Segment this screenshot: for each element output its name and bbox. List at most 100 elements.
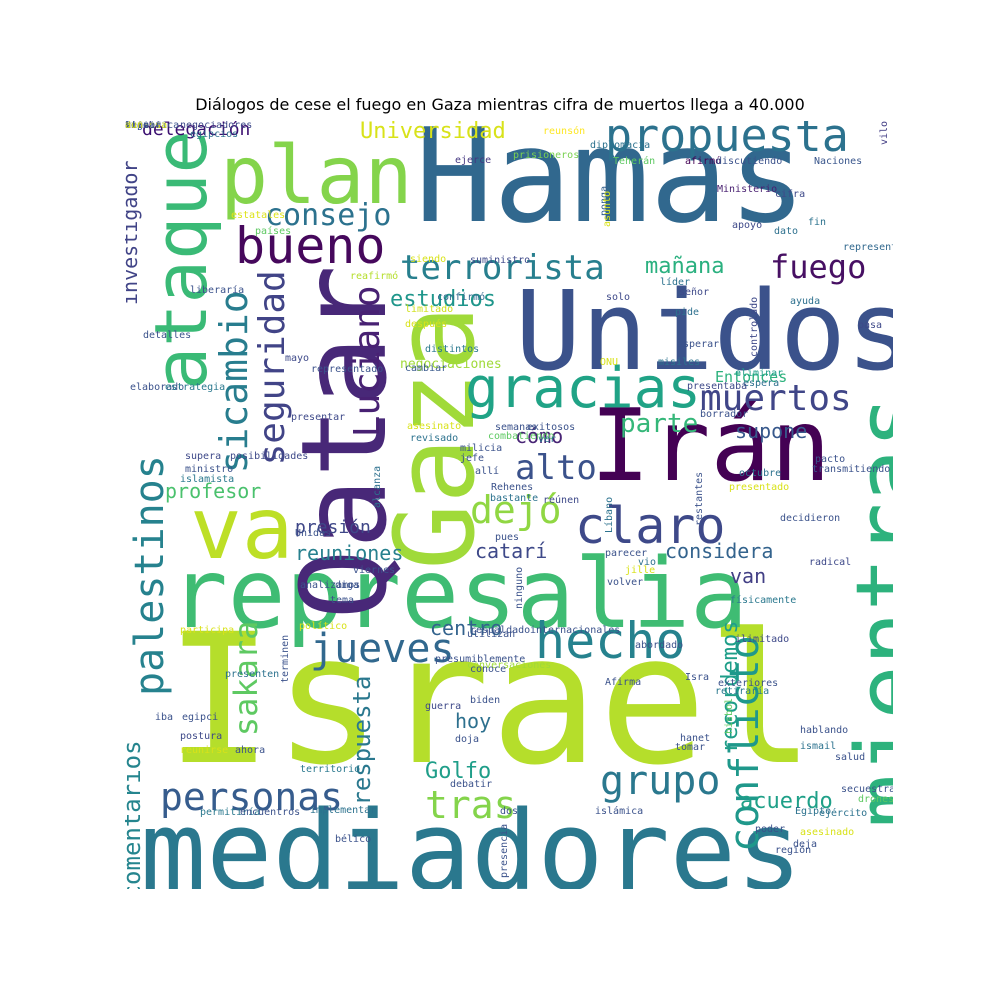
cloud-word: palestinos xyxy=(127,455,173,696)
cloud-word: ilimitado xyxy=(735,634,790,645)
cloud-word: Hamas xyxy=(415,121,807,252)
cloud-word: alto xyxy=(515,448,597,488)
cloud-word: poder xyxy=(755,824,786,835)
cloud-word: presencia xyxy=(499,823,510,878)
cloud-word: í xyxy=(125,121,132,131)
cloud-word: va xyxy=(190,479,294,579)
cloud-word: tomar xyxy=(675,742,706,753)
cloud-word: limitado xyxy=(405,304,454,315)
cloud-word: Ministerio xyxy=(717,184,778,195)
cloud-word: discutiendo xyxy=(716,156,783,167)
cloud-word: prisioneros xyxy=(513,150,580,161)
cloud-word: pacto xyxy=(815,454,846,465)
cloud-word: presentar xyxy=(291,412,346,423)
cloud-word: asesinado xyxy=(800,827,855,838)
cloud-word: seguridad xyxy=(252,270,293,466)
cloud-word: asunto xyxy=(602,190,613,227)
cloud-word: debatir xyxy=(450,779,493,790)
cloud-word: pasa xyxy=(858,320,883,331)
cloud-word: decidieron xyxy=(780,513,841,524)
cloud-word: vio xyxy=(638,557,657,568)
cloud-word: propuesta xyxy=(605,121,849,162)
cloud-word: hecho xyxy=(535,612,686,670)
cloud-word: postura xyxy=(180,731,223,742)
cloud-word: pide xyxy=(675,307,700,318)
cloud-word: volver xyxy=(607,577,644,588)
cloud-word: Rehenes xyxy=(491,482,534,493)
cloud-word: Entonces xyxy=(715,368,788,386)
cloud-word: biden xyxy=(470,695,501,706)
cloud-word: apoyo xyxy=(732,220,763,231)
cloud-word: terminen xyxy=(280,634,291,683)
cloud-word: internacionales xyxy=(530,625,621,636)
cloud-word: alcanza xyxy=(372,465,383,508)
cloud-word: Irán xyxy=(590,387,831,504)
cloud-word: respaldado xyxy=(470,625,531,636)
cloud-word: hisbol xyxy=(724,697,735,734)
cloud-word: atacar xyxy=(125,121,162,131)
cloud-word: territorio xyxy=(300,764,361,775)
cloud-word: distintos xyxy=(425,344,480,355)
cloud-word: personas xyxy=(160,775,344,819)
cloud-word: parecer xyxy=(605,548,648,559)
cloud-word: islamista xyxy=(180,474,235,485)
cloud-word: ministro xyxy=(185,464,234,475)
cloud-word: Universidad xyxy=(360,121,506,144)
cloud-word: represalia xyxy=(170,538,748,650)
cloud-word: salud xyxy=(835,752,866,763)
cloud-word: controlado xyxy=(749,296,760,357)
cloud-word: suministro xyxy=(470,255,531,266)
cloud-word: político xyxy=(299,621,348,632)
cloud-word: plan xyxy=(220,129,413,222)
cloud-word: exitosos xyxy=(527,422,576,433)
cloud-word: presentaba xyxy=(687,381,748,392)
cloud-word: ahora xyxy=(235,745,266,756)
cloud-word: permitiría xyxy=(200,807,261,818)
cloud-word: retiraría xyxy=(715,686,770,697)
cloud-word: presenten xyxy=(225,669,280,680)
cloud-word: mañana xyxy=(645,254,725,279)
cloud-word: mayo xyxy=(285,353,310,364)
cloud-word: dos xyxy=(500,806,519,817)
cloud-word: milicia xyxy=(460,443,503,454)
cloud-word: líder xyxy=(660,277,691,288)
cloud-word: estrategia xyxy=(165,382,226,393)
cloud-word: detalles xyxy=(143,330,192,341)
cloud-word: supone xyxy=(735,419,808,443)
cloud-word: negociadores xyxy=(180,121,253,131)
cloud-word: allí xyxy=(475,466,500,477)
cloud-word: tema xyxy=(330,595,355,606)
cloud-word: profesor xyxy=(165,479,262,503)
cloud-word: octubre xyxy=(739,468,782,479)
cloud-word: posibilidades xyxy=(230,451,309,462)
cloud-word: esperar xyxy=(677,339,720,350)
cloud-word: mediadores xyxy=(140,787,803,889)
cloud-word: radical xyxy=(809,557,852,568)
cloud-word: ayuda xyxy=(790,296,821,307)
cloud-word: abordado xyxy=(635,640,684,651)
cloud-word: claro xyxy=(575,497,726,555)
cloud-word: Unidas xyxy=(295,528,332,539)
cloud-word: van xyxy=(730,564,767,588)
cloud-word: reafirmó xyxy=(350,271,399,282)
cloud-word: Egipto xyxy=(795,806,832,817)
cloud-word: investigador xyxy=(125,160,142,306)
cloud-word: transmitiendo xyxy=(812,464,891,475)
cloud-word: vilo xyxy=(879,121,890,145)
cloud-word: ver xyxy=(538,434,557,445)
cloud-word: egipcios xyxy=(190,129,239,140)
cloud-word: representado xyxy=(311,364,384,375)
cloud-word: solo xyxy=(606,292,631,303)
cloud-word: muertos xyxy=(700,378,852,419)
cloud-word: aun xyxy=(125,121,144,131)
cloud-word: representen xyxy=(843,242,893,253)
cloud-word: presumiblemente xyxy=(435,654,526,665)
cloud-word: encuentros xyxy=(240,807,301,818)
cloud-word: físicamente xyxy=(730,595,797,606)
cloud-word: Líbano xyxy=(604,496,615,533)
cloud-word: cómo xyxy=(515,424,564,448)
cloud-word: deja xyxy=(793,839,818,850)
cloud-word: Isra xyxy=(685,672,710,683)
cloud-word: combatiendo xyxy=(488,431,555,442)
cloud-word: ONU xyxy=(600,357,619,368)
